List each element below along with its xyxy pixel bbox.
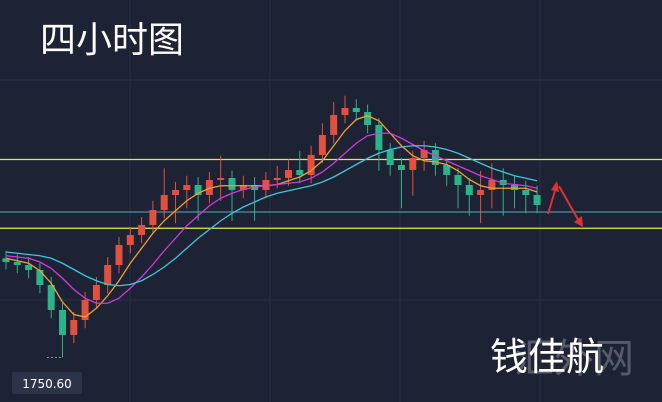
candle-body	[47, 285, 55, 310]
candle-body	[465, 185, 473, 195]
candle-body	[375, 125, 383, 150]
candle-body	[172, 190, 179, 195]
candle-body	[307, 155, 315, 175]
candle-body	[499, 180, 507, 185]
candle-body	[533, 195, 541, 205]
price-label-box	[12, 372, 82, 394]
candle-body	[398, 165, 405, 170]
candle-body	[115, 245, 123, 265]
candle-body	[352, 108, 360, 112]
candle-body	[59, 310, 66, 335]
candle-body	[443, 165, 451, 175]
candle-body	[454, 175, 462, 185]
candle-body	[409, 158, 417, 170]
candle-body	[488, 180, 496, 190]
arrow-head	[551, 181, 559, 192]
candle-body	[386, 150, 394, 165]
candle-body	[285, 170, 292, 178]
candle-body	[511, 185, 518, 190]
candle-body	[318, 135, 326, 155]
candle-body	[36, 270, 44, 285]
author: 钱佳航	[490, 335, 604, 379]
candle-body	[194, 185, 202, 195]
forecast-arrow-down	[558, 185, 581, 224]
arrow-head	[574, 216, 583, 227]
candle-body	[262, 180, 270, 190]
candle-body	[522, 190, 530, 195]
candle-body	[364, 112, 372, 125]
candle-body	[13, 262, 21, 265]
candle-body	[81, 300, 89, 320]
candle-body	[160, 195, 168, 210]
candle-body	[2, 258, 10, 262]
candle-body	[138, 225, 146, 235]
candle-body	[273, 178, 281, 180]
candle-body	[228, 178, 236, 190]
candle-body	[296, 170, 304, 175]
moving-average-line	[5, 132, 538, 304]
candle-body	[149, 210, 157, 225]
moving-average-line	[5, 145, 538, 287]
candle-body	[239, 185, 247, 190]
candle-body	[477, 190, 485, 195]
candle-body	[92, 285, 100, 300]
chart-title: 四小时图	[40, 20, 184, 61]
candle-body	[341, 108, 349, 115]
plot-area	[0, 95, 662, 358]
candle-body	[217, 178, 225, 180]
candle-body	[25, 265, 33, 270]
candle-body	[126, 235, 134, 245]
candle-body	[420, 150, 428, 158]
candle-body	[70, 320, 78, 335]
watermark: 汇外网	[514, 336, 634, 382]
candle-body	[183, 185, 191, 190]
candle-body	[330, 115, 338, 135]
candle-body	[431, 150, 439, 165]
candle-body	[104, 265, 112, 285]
candle-body	[205, 180, 213, 195]
price-label: 1750.60	[22, 377, 72, 391]
